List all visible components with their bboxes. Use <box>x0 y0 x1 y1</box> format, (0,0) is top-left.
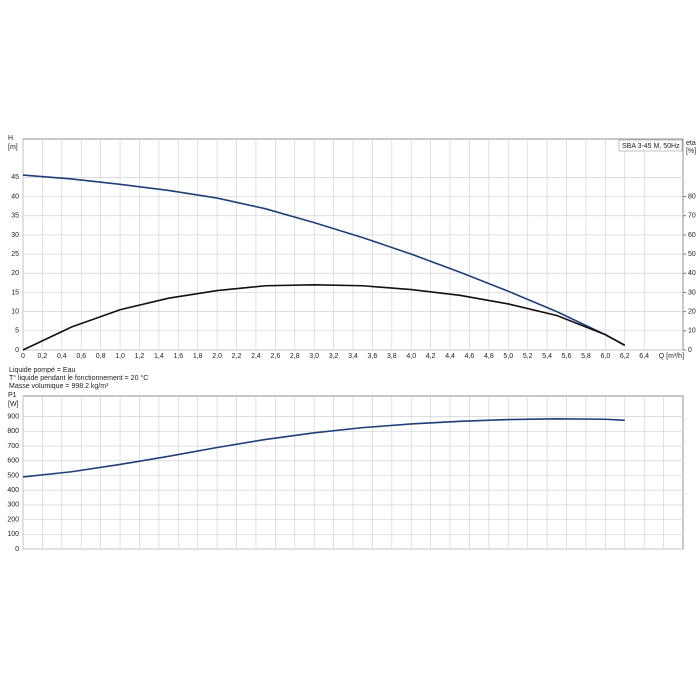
y2-tick-label: 40 <box>688 270 696 277</box>
x-tick-label: 2,8 <box>290 353 300 360</box>
y-tick-label: 600 <box>7 458 19 465</box>
x-tick-label: 5,6 <box>562 353 572 360</box>
y-tick-label: 200 <box>7 516 19 523</box>
y-tick-label: 20 <box>11 270 19 277</box>
y-tick-label: 800 <box>7 428 19 435</box>
legend-text: SBA 3-45 M, 50Hz <box>622 143 680 150</box>
x-tick-label: 6,4 <box>639 353 649 360</box>
y-axis-label: P1 <box>8 392 17 399</box>
x-tick-label: 1,8 <box>193 353 203 360</box>
x-tick-label: 4,4 <box>445 353 455 360</box>
y2-axis-label: eta <box>686 140 696 147</box>
x-tick-label: 0 <box>21 353 25 360</box>
curve <box>22 283 626 351</box>
x-tick-label: 0,6 <box>76 353 86 360</box>
x-tick-label: 3,6 <box>368 353 378 360</box>
y-tick-label: 40 <box>11 193 19 200</box>
y2-tick-label: 80 <box>688 193 696 200</box>
y-tick-label: 0 <box>15 546 19 553</box>
y-tick-label: 0 <box>15 347 19 354</box>
y-tick-label: 15 <box>11 289 19 296</box>
x-tick-label: 5,8 <box>581 353 591 360</box>
x-tick-label: 5,4 <box>542 353 552 360</box>
y2-tick-label: 0 <box>688 347 692 354</box>
y-tick-label: 300 <box>7 502 19 509</box>
x-tick-label: 2,4 <box>251 353 261 360</box>
x-tick-label: 1,0 <box>115 353 125 360</box>
y2-tick-label: 30 <box>688 289 696 296</box>
y-tick-label: 5 <box>15 328 19 335</box>
x-tick-label: 5,2 <box>523 353 533 360</box>
y-tick-label: 10 <box>11 308 19 315</box>
x-tick-label: 3,8 <box>387 353 397 360</box>
legend-box <box>618 139 683 152</box>
y2-tick-label: 70 <box>688 213 696 220</box>
x-tick-label: 2,0 <box>212 353 222 360</box>
x-tick-label: 3,4 <box>348 353 358 360</box>
y-tick-label: 25 <box>11 251 19 258</box>
x-tick-label: 5,0 <box>503 353 513 360</box>
x-tick-label: 4,8 <box>484 353 494 360</box>
y-tick-label: 900 <box>7 413 19 420</box>
y-axis-unit: [W] <box>8 401 19 408</box>
y2-tick-label: 60 <box>688 232 696 239</box>
x-tick-label: 6,0 <box>600 353 610 360</box>
x-tick-label: 3,2 <box>329 353 339 360</box>
note: Masse volumique = 998.2 kg/m³ <box>9 383 109 390</box>
y-axis-unit: [m] <box>8 144 18 151</box>
y-tick-label: 45 <box>11 174 19 181</box>
y2-tick-label: 20 <box>688 308 696 315</box>
y2-tick-label: 10 <box>688 328 696 335</box>
x-tick-label: 4,2 <box>426 353 436 360</box>
x-tick-label: 4,6 <box>465 353 475 360</box>
curve <box>22 174 626 347</box>
x-tick-label: 0,2 <box>38 353 48 360</box>
x-tick-label: 0,4 <box>57 353 67 360</box>
x-tick-label: 3,0 <box>309 353 319 360</box>
x-tick-label: 6,2 <box>620 353 630 360</box>
y-tick-label: 400 <box>7 487 19 494</box>
y-axis-label: H <box>8 135 13 142</box>
x-tick-label: 2,2 <box>232 353 242 360</box>
x-tick-label: 4,0 <box>406 353 416 360</box>
x-tick-label: 2,6 <box>270 353 280 360</box>
y2-axis-unit: [%] <box>686 148 696 155</box>
x-axis-label: Q [m³/h] <box>659 353 684 360</box>
y-tick-label: 35 <box>11 213 19 220</box>
x-tick-label: 0,8 <box>96 353 106 360</box>
y-tick-label: 100 <box>7 531 19 538</box>
x-tick-label: 1,4 <box>154 353 164 360</box>
y-tick-label: 700 <box>7 443 19 450</box>
note: T° liquide pendant le fonctionnement = 2… <box>9 374 148 382</box>
x-tick-label: 1,2 <box>135 353 145 360</box>
y-tick-label: 500 <box>7 472 19 479</box>
x-tick-label: 1,6 <box>173 353 183 360</box>
curve <box>22 417 625 478</box>
y-tick-label: 30 <box>11 232 19 239</box>
y2-tick-label: 50 <box>688 251 696 258</box>
note: Liquide pompé = Eau <box>9 367 75 374</box>
